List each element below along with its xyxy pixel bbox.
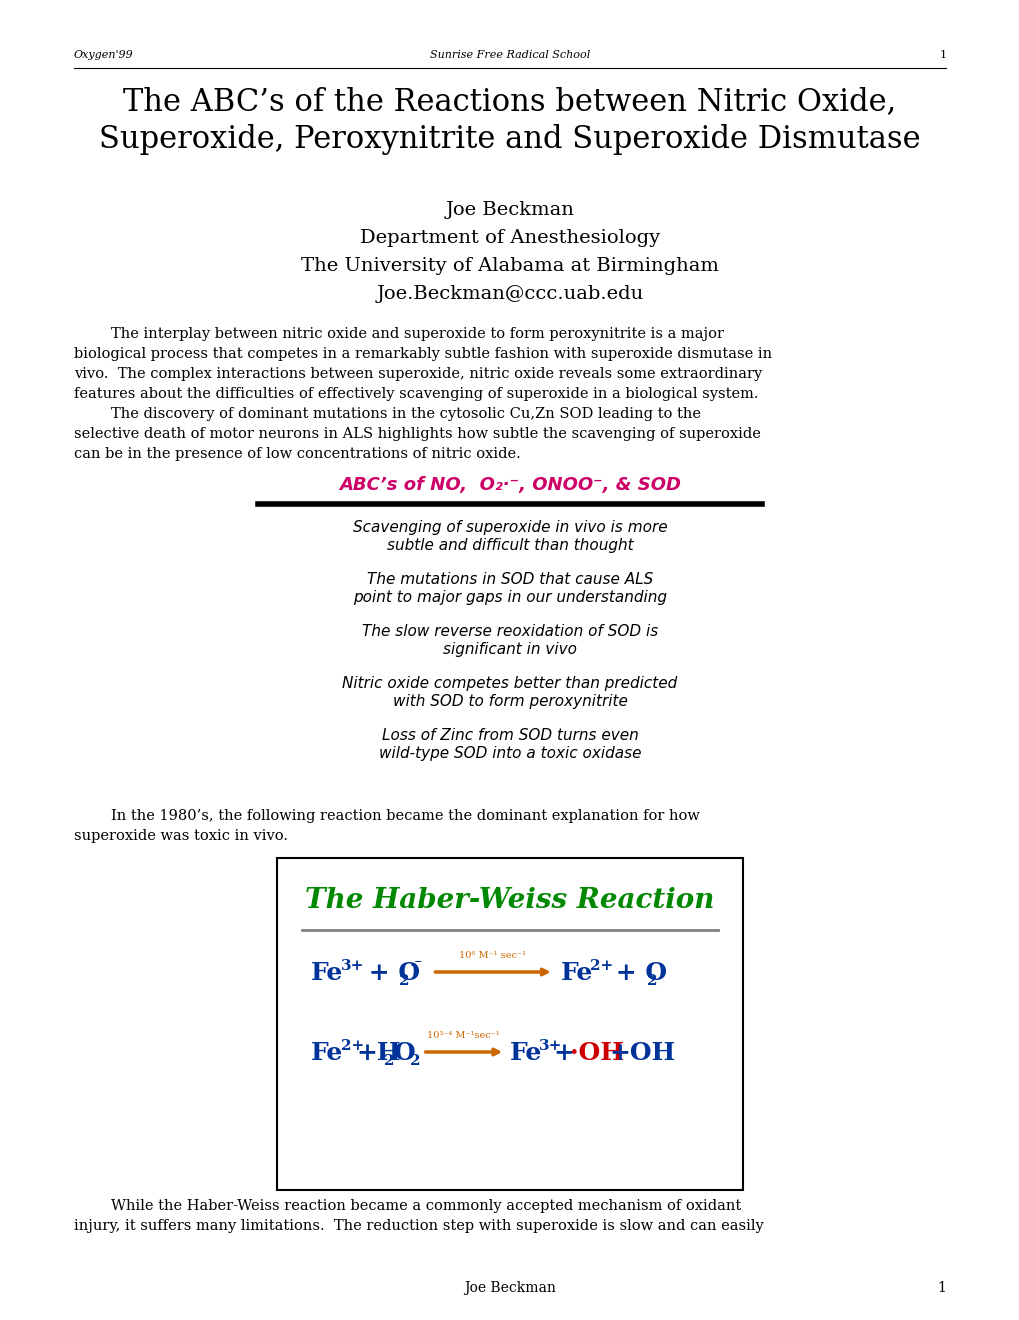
Text: + O: + O bbox=[606, 961, 666, 985]
Text: features about the difficulties of effectively scavenging of superoxide in a bio: features about the difficulties of effec… bbox=[73, 387, 757, 401]
Text: Scavenging of superoxide in vivo is more: Scavenging of superoxide in vivo is more bbox=[353, 520, 666, 535]
Text: vivo.  The complex interactions between superoxide, nitric oxide reveals some ex: vivo. The complex interactions between s… bbox=[73, 367, 761, 381]
Text: While the Haber-Weiss reaction became a commonly accepted mechanism of oxidant: While the Haber-Weiss reaction became a … bbox=[73, 1199, 740, 1213]
Text: Fe: Fe bbox=[311, 961, 343, 985]
Text: 10⁶ M⁻¹ sec⁻¹: 10⁶ M⁻¹ sec⁻¹ bbox=[459, 950, 526, 960]
Text: Joe.Beckman@ccc.uab.edu: Joe.Beckman@ccc.uab.edu bbox=[376, 285, 643, 304]
Text: 2: 2 bbox=[410, 1053, 420, 1068]
Text: The interplay between nitric oxide and superoxide to form peroxynitrite is a maj: The interplay between nitric oxide and s… bbox=[73, 327, 723, 341]
Text: point to major gaps in our understanding: point to major gaps in our understanding bbox=[353, 590, 666, 605]
Text: 1: 1 bbox=[936, 1280, 946, 1295]
Text: Department of Anesthesiology: Department of Anesthesiology bbox=[360, 228, 659, 247]
Text: + O: + O bbox=[360, 961, 420, 985]
Text: 1: 1 bbox=[938, 50, 946, 59]
Text: 3+: 3+ bbox=[341, 960, 365, 973]
Text: Sunrise Free Radical School: Sunrise Free Radical School bbox=[429, 50, 590, 59]
Text: 2: 2 bbox=[398, 974, 409, 987]
Text: The University of Alabama at Birmingham: The University of Alabama at Birmingham bbox=[301, 257, 718, 275]
Text: ⁻: ⁻ bbox=[652, 1039, 660, 1053]
Text: Fe: Fe bbox=[559, 961, 592, 985]
Text: Fe: Fe bbox=[510, 1041, 542, 1065]
Text: 2+: 2+ bbox=[341, 1039, 364, 1053]
Text: Superoxide, Peroxynitrite and Superoxide Dismutase: Superoxide, Peroxynitrite and Superoxide… bbox=[99, 124, 920, 154]
Text: superoxide was toxic in vivo.: superoxide was toxic in vivo. bbox=[73, 829, 287, 843]
Text: ABC’s of NO,  O₂·⁻, ONOO⁻, & SOD: ABC’s of NO, O₂·⁻, ONOO⁻, & SOD bbox=[338, 477, 681, 494]
Text: can be in the presence of low concentrations of nitric oxide.: can be in the presence of low concentrat… bbox=[73, 447, 520, 461]
Text: Nitric oxide competes better than predicted: Nitric oxide competes better than predic… bbox=[342, 676, 677, 690]
Text: ·⁻: ·⁻ bbox=[410, 960, 423, 973]
Text: selective death of motor neurons in ALS highlights how subtle the scavenging of : selective death of motor neurons in ALS … bbox=[73, 426, 760, 441]
Text: O: O bbox=[393, 1041, 415, 1065]
Text: The discovery of dominant mutations in the cytosolic Cu,Zn SOD leading to the: The discovery of dominant mutations in t… bbox=[73, 407, 700, 421]
Text: 2: 2 bbox=[383, 1053, 394, 1068]
Text: biological process that competes in a remarkably subtle fashion with superoxide : biological process that competes in a re… bbox=[73, 347, 771, 360]
Text: 10³⁻⁴ M⁻¹sec⁻¹: 10³⁻⁴ M⁻¹sec⁻¹ bbox=[427, 1031, 499, 1040]
Text: significant in vivo: significant in vivo bbox=[442, 642, 577, 657]
Text: The ABC’s of the Reactions between Nitric Oxide,: The ABC’s of the Reactions between Nitri… bbox=[123, 86, 896, 117]
Text: The Haber-Weiss Reaction: The Haber-Weiss Reaction bbox=[305, 887, 714, 913]
Text: 2: 2 bbox=[646, 974, 656, 987]
Text: +H: +H bbox=[357, 1041, 400, 1065]
Text: The slow reverse reoxidation of SOD is: The slow reverse reoxidation of SOD is bbox=[362, 624, 657, 639]
Bar bbox=[277, 858, 742, 1191]
Text: +OH: +OH bbox=[608, 1041, 675, 1065]
Text: In the 1980’s, the following reaction became the dominant explanation for how: In the 1980’s, the following reaction be… bbox=[73, 809, 699, 822]
Text: 3+: 3+ bbox=[539, 1039, 561, 1053]
Text: +: + bbox=[553, 1041, 574, 1065]
Text: Fe: Fe bbox=[311, 1041, 343, 1065]
Text: subtle and difficult than thought: subtle and difficult than thought bbox=[386, 539, 633, 553]
Text: injury, it suffers many limitations.  The reduction step with superoxide is slow: injury, it suffers many limitations. The… bbox=[73, 1218, 763, 1233]
Text: wild-type SOD into a toxic oxidase: wild-type SOD into a toxic oxidase bbox=[378, 746, 641, 762]
Text: Oxygen'99: Oxygen'99 bbox=[73, 50, 133, 59]
Text: Joe Beckman: Joe Beckman bbox=[464, 1280, 555, 1295]
Text: with SOD to form peroxynitrite: with SOD to form peroxynitrite bbox=[392, 694, 627, 709]
Text: ·OH: ·OH bbox=[570, 1041, 624, 1065]
Text: 2+: 2+ bbox=[590, 960, 613, 973]
Text: The mutations in SOD that cause ALS: The mutations in SOD that cause ALS bbox=[367, 572, 652, 587]
Text: Joe Beckman: Joe Beckman bbox=[445, 201, 574, 219]
Text: Loss of Zinc from SOD turns even: Loss of Zinc from SOD turns even bbox=[381, 729, 638, 743]
